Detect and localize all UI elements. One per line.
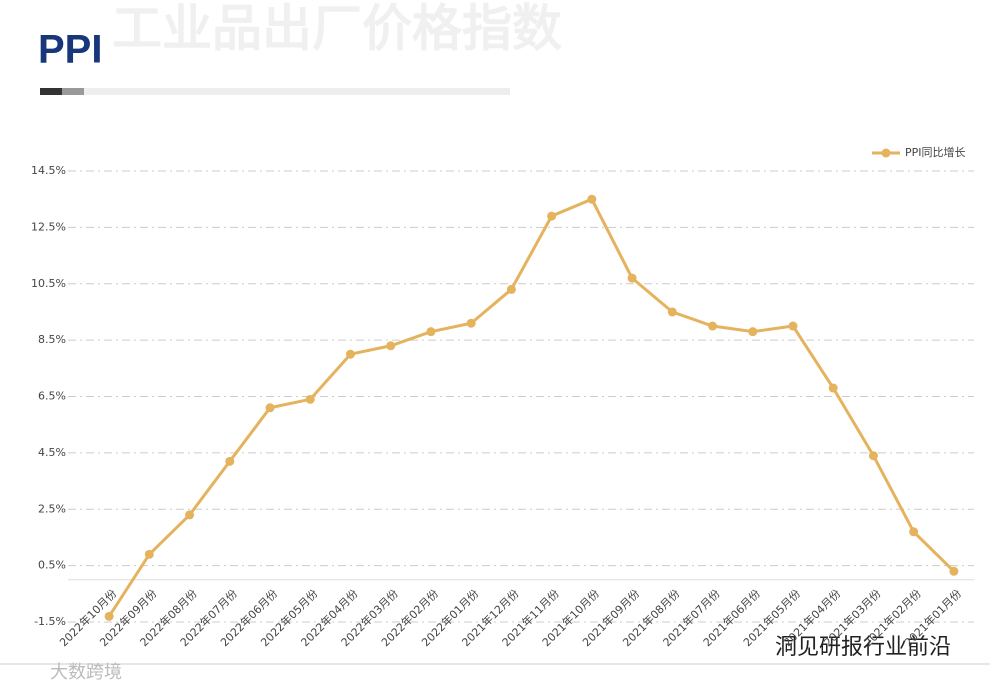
data-point <box>386 341 396 351</box>
y-tick-label: 8.5% <box>38 333 66 346</box>
watermark: 大数跨境 <box>50 662 122 683</box>
y-tick-label: 6.5% <box>38 390 66 403</box>
data-point <box>345 349 355 359</box>
legend-marker <box>881 148 891 158</box>
title-bar <box>62 88 84 95</box>
y-tick-label: 10.5% <box>31 277 66 290</box>
y-tick-label: 0.5% <box>38 559 66 572</box>
data-point <box>949 566 959 576</box>
chart-title: PPI <box>38 28 102 72</box>
data-point <box>547 211 557 221</box>
data-point <box>708 321 718 331</box>
title-bar <box>84 88 510 95</box>
data-point <box>104 611 114 621</box>
watermark: 洞见研报行业前沿 <box>775 635 951 660</box>
data-point <box>466 318 476 328</box>
data-point <box>144 549 154 559</box>
data-point <box>185 510 195 520</box>
title-bar <box>40 88 62 95</box>
y-tick-label: 4.5% <box>38 446 66 459</box>
y-tick-label: 2.5% <box>38 502 66 515</box>
data-point <box>667 307 677 317</box>
data-point <box>426 327 436 337</box>
data-point <box>305 394 315 404</box>
y-tick-label: 14.5% <box>31 164 66 177</box>
legend-label: PPI同比增长 <box>905 145 966 159</box>
data-point <box>225 456 235 466</box>
data-point <box>868 451 878 461</box>
data-point <box>748 327 758 337</box>
background-title: 工业品出厂价格指数 <box>112 0 562 58</box>
data-point <box>265 403 275 413</box>
data-point <box>909 527 919 537</box>
data-point <box>627 273 637 283</box>
data-point <box>828 383 838 393</box>
data-point <box>788 321 798 331</box>
y-tick-label: -1.5% <box>34 615 66 628</box>
data-point <box>587 194 597 204</box>
series-line <box>107 197 955 618</box>
data-point <box>506 284 516 294</box>
y-tick-label: 12.5% <box>31 220 66 233</box>
